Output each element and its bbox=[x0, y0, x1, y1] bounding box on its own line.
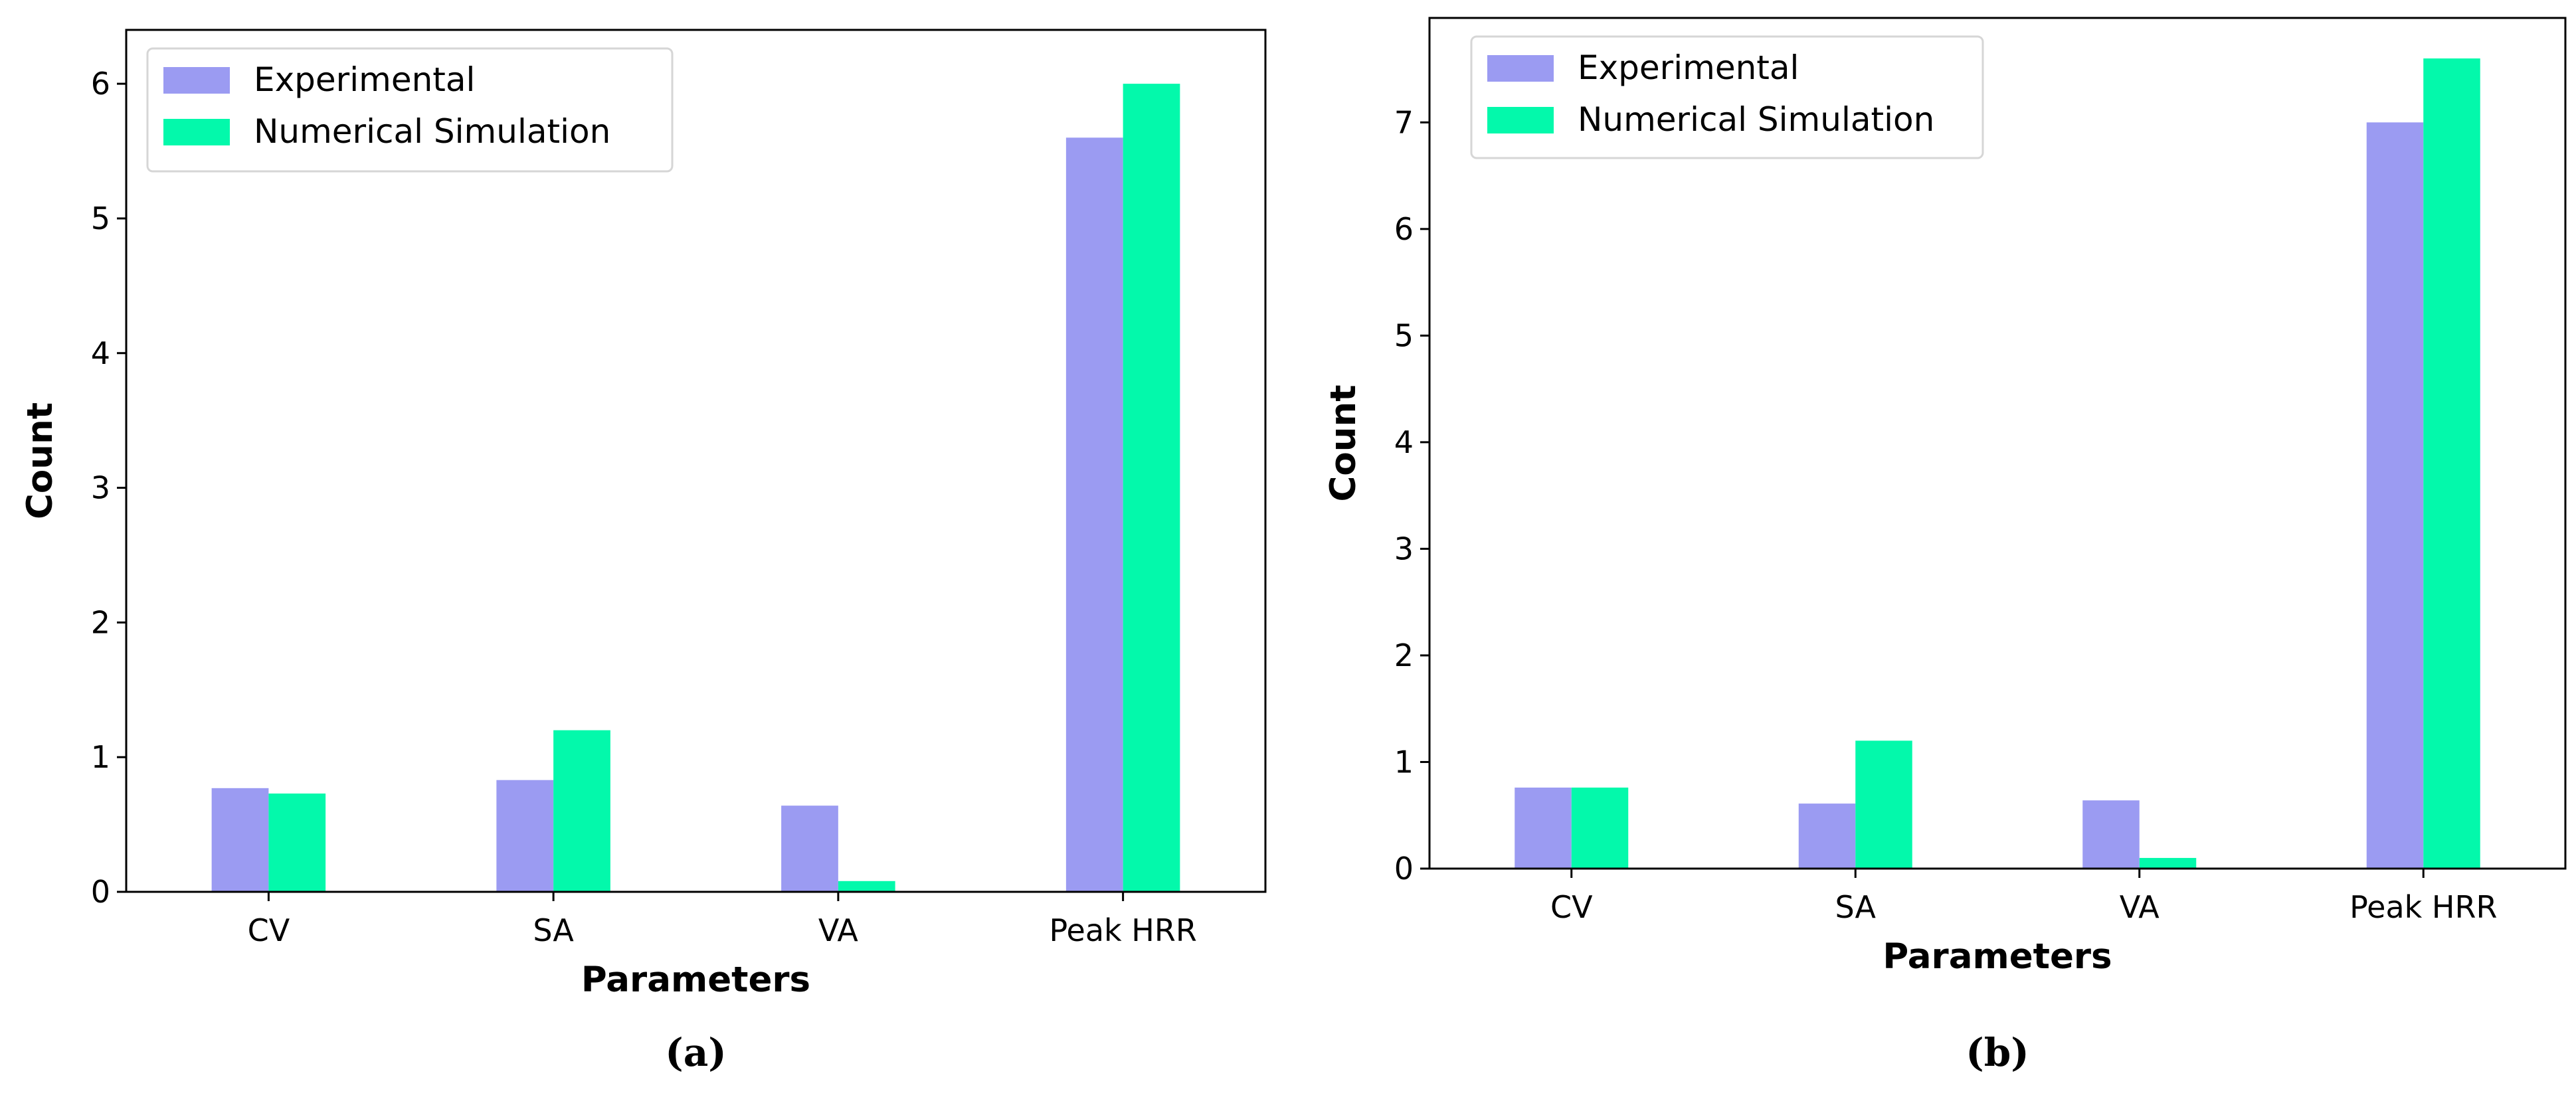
legend: Experimental Numerical Simulation bbox=[1470, 35, 1984, 159]
bar-numerical-simulation-peak-hrr bbox=[2423, 58, 2480, 869]
bar-numerical-simulation-va bbox=[2139, 857, 2197, 869]
bar-numerical-simulation-sa bbox=[1855, 740, 1912, 869]
chart-panel-b: 0 1 2 3 4 5 6 7 CV SA VA Peak HRR Parameters Count Exp… bbox=[1323, 17, 2567, 1075]
y-tick-label: 6 bbox=[91, 66, 110, 102]
x-tick-label: SA bbox=[533, 912, 574, 948]
bar-experimental-sa bbox=[1798, 804, 1856, 869]
y-tick-label: 2 bbox=[91, 604, 110, 640]
legend-label: Experimental bbox=[254, 60, 475, 99]
legend: Experimental Numerical Simulation bbox=[146, 47, 674, 173]
panel-caption: (a) bbox=[665, 1030, 726, 1075]
legend-box bbox=[146, 47, 674, 173]
x-tick-label: CV bbox=[1550, 889, 1593, 925]
x-tick-label: VA bbox=[818, 912, 859, 948]
x-tick-label: Peak HRR bbox=[1049, 912, 1196, 948]
legend-label: Numerical Simulation bbox=[1578, 100, 1934, 139]
bar-numerical-simulation-cv bbox=[268, 793, 326, 892]
legend-swatch-experimental bbox=[1487, 55, 1554, 82]
x-tick-label: CV bbox=[248, 912, 290, 948]
legend-label: Experimental bbox=[1578, 48, 1799, 87]
bar-experimental-peak-hrr bbox=[1065, 137, 1123, 892]
y-tick-label: 4 bbox=[1394, 424, 1414, 460]
y-tick-label: 0 bbox=[91, 874, 110, 910]
bar-numerical-simulation-sa bbox=[553, 730, 610, 892]
y-axis-title: Count bbox=[1323, 384, 1364, 501]
bar-experimental-cv bbox=[211, 788, 269, 892]
y-tick-label: 3 bbox=[1394, 531, 1414, 566]
bar-numerical-simulation-peak-hrr bbox=[1123, 84, 1180, 892]
x-tick-label: VA bbox=[2120, 889, 2160, 925]
bar-experimental-cv bbox=[1515, 788, 1572, 869]
x-tick-label: SA bbox=[1835, 889, 1876, 925]
bar-experimental-va bbox=[2082, 800, 2140, 869]
x-axis-title: Parameters bbox=[581, 960, 810, 1000]
panel-caption: (b) bbox=[1966, 1030, 2029, 1075]
y-tick-label: 1 bbox=[91, 739, 110, 775]
y-tick-label: 3 bbox=[91, 470, 110, 506]
legend-label: Numerical Simulation bbox=[254, 112, 610, 151]
chart-panel-a: 0 1 2 3 4 5 6 CV SA VA Peak HRR Parameters Count Expe… bbox=[20, 29, 1267, 1075]
legend-swatch-experimental bbox=[163, 67, 230, 94]
bar-numerical-simulation-cv bbox=[1571, 788, 1629, 869]
y-tick-label: 4 bbox=[91, 335, 110, 371]
y-tick-label: 1 bbox=[1394, 744, 1414, 780]
y-tick-label: 7 bbox=[1394, 104, 1414, 140]
y-tick-label: 5 bbox=[91, 201, 110, 236]
x-axis-title: Parameters bbox=[1883, 936, 2112, 977]
y-tick-label: 5 bbox=[1394, 317, 1414, 353]
x-tick-label: Peak HRR bbox=[2349, 889, 2497, 925]
bar-experimental-peak-hrr bbox=[2366, 122, 2424, 869]
y-tick-label: 0 bbox=[1394, 851, 1414, 887]
bar-experimental-va bbox=[781, 806, 838, 892]
y-tick-label: 6 bbox=[1394, 211, 1414, 247]
legend-box bbox=[1470, 35, 1984, 159]
legend-swatch-numerical-simulation bbox=[1487, 107, 1554, 133]
bar-experimental-sa bbox=[496, 780, 554, 892]
y-axis-title: Count bbox=[20, 402, 60, 519]
y-tick-label: 2 bbox=[1394, 638, 1414, 673]
plot-area-border bbox=[125, 29, 1267, 893]
bar-numerical-simulation-va bbox=[838, 881, 895, 892]
legend-swatch-numerical-simulation bbox=[163, 119, 230, 145]
plot-area-border bbox=[1428, 17, 2567, 870]
